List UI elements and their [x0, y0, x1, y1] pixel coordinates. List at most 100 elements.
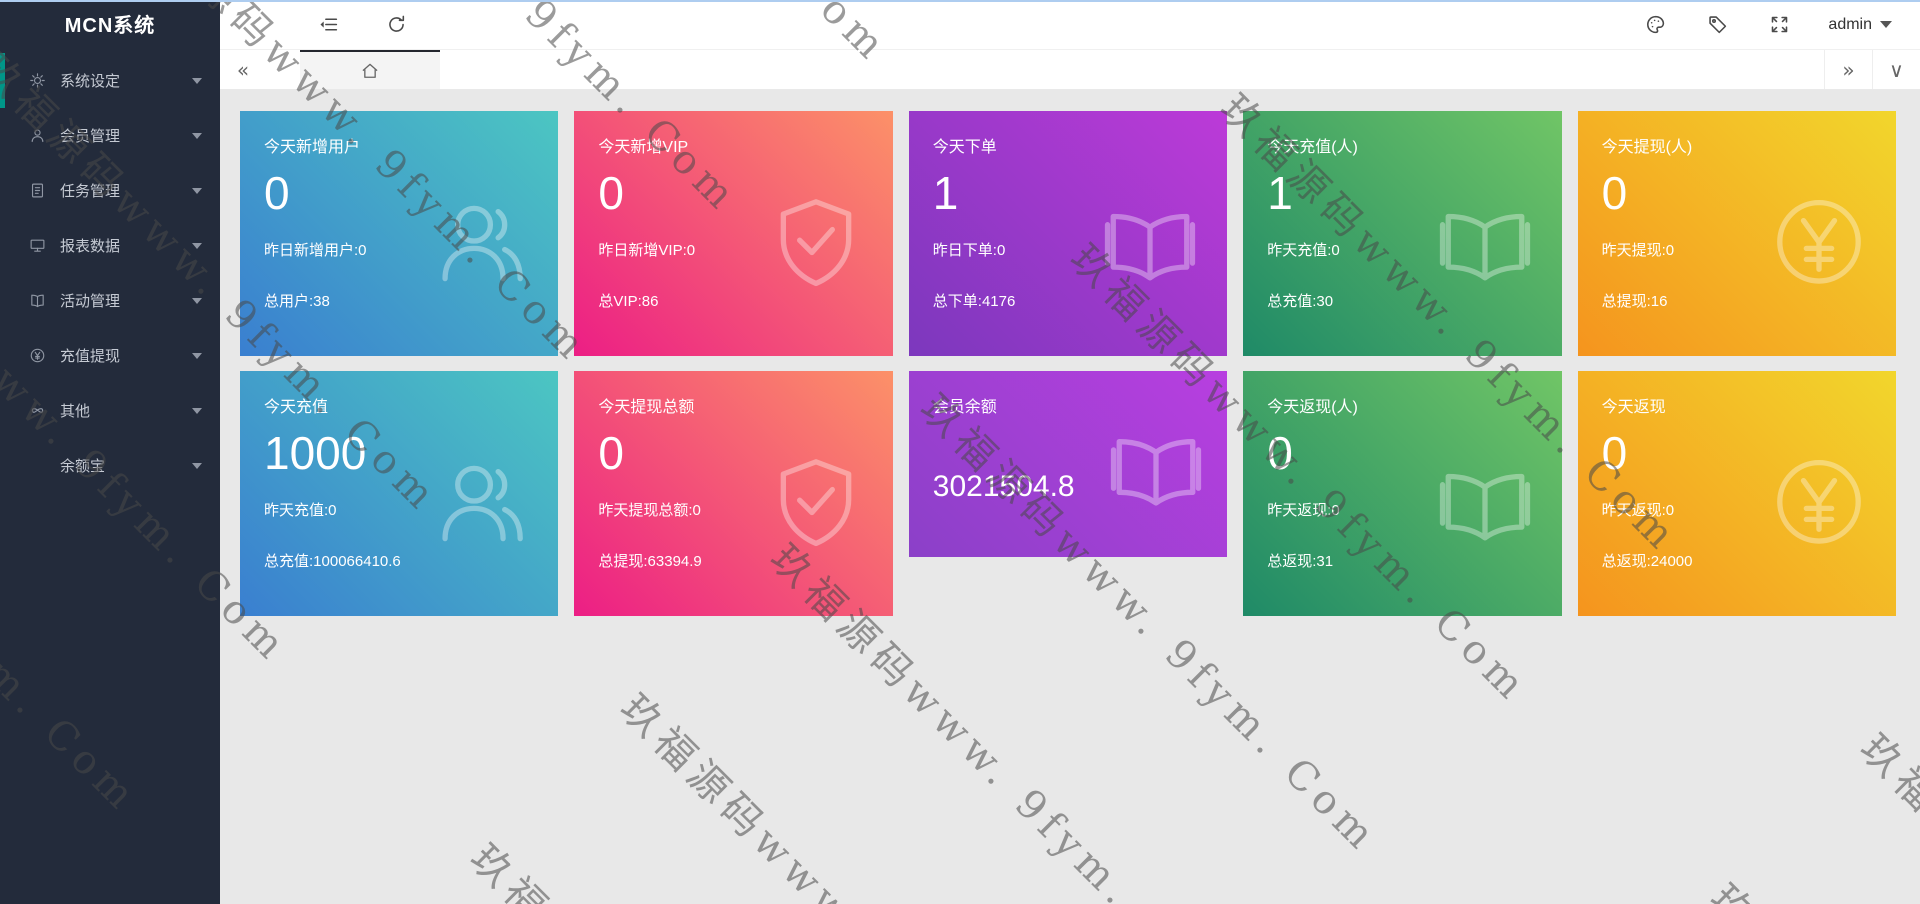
tab-bar: « » ∨: [220, 50, 1920, 90]
app-title: MCN系统: [64, 15, 156, 37]
shield-check-icon: [767, 452, 865, 550]
card-total-stat: 总提现:63394.9: [598, 553, 702, 570]
card-yesterday-stat: 昨日新增VIP:0: [598, 242, 696, 259]
palette-icon[interactable]: [1642, 12, 1668, 38]
sidebar-item-label: 会员管理: [60, 128, 121, 145]
tab-home[interactable]: [300, 50, 440, 89]
open-book-icon: [1101, 192, 1199, 290]
card-total-stat: 总下单:4176: [932, 293, 1016, 310]
chevron-down-icon: [192, 407, 202, 414]
sidebar-item-label: 任务管理: [60, 183, 121, 200]
user-icon: [28, 127, 46, 145]
card-yesterday-stat: 昨天返现:0: [1601, 502, 1675, 519]
chevron-down-icon: [1880, 21, 1892, 28]
card-value: 1: [932, 167, 959, 219]
stat-card-3: 今天下单 1 昨日下单:0 总下单:4176: [908, 111, 1228, 356]
chevron-down-icon: [192, 132, 202, 139]
sidebar-item-2[interactable]: 会员管理: [0, 108, 220, 163]
card-label: 今天充值: [264, 399, 329, 416]
sidebar-item-label: 报表数据: [60, 238, 121, 255]
card-total-stat: 总充值:30: [1267, 293, 1334, 310]
user-menu[interactable]: admin: [1828, 16, 1892, 34]
top-toolbar: admin: [220, 0, 1920, 50]
card-label: 今天充值(人): [1267, 139, 1358, 156]
infinity-icon: [28, 402, 46, 420]
sidebar-item-6[interactable]: 充值提现: [0, 328, 220, 383]
document-icon: [28, 182, 46, 200]
tag-icon[interactable]: [1704, 12, 1730, 38]
card-yesterday-stat: 昨天充值:0: [264, 502, 337, 519]
sidebar-item-label: 活动管理: [60, 293, 121, 310]
card-total-stat: 总提现:16: [1601, 293, 1668, 310]
card-label: 会员余额: [932, 399, 997, 416]
menu-fold-icon[interactable]: [315, 12, 341, 38]
refresh-icon[interactable]: [383, 12, 409, 38]
toolbar-right: admin: [1642, 12, 1892, 38]
card-yesterday-stat: 昨天返现:0: [1267, 502, 1340, 519]
sidebar-item-label: 系统设定: [60, 73, 121, 90]
open-book-icon: [1436, 452, 1534, 550]
main-area: admin « » ∨ 今天新增用户 0 昨日新增用户:0 总用户:38 今天新增VIP…: [220, 0, 1920, 904]
sidebar-item-7[interactable]: 其他: [0, 383, 220, 438]
fullscreen-icon[interactable]: [1766, 12, 1792, 38]
chevron-down-icon: [192, 462, 202, 469]
card-label: 今天新增VIP: [598, 139, 689, 156]
card-value: 0: [1601, 167, 1628, 219]
chevron-down-icon: [192, 352, 202, 359]
card-yesterday-stat: 昨日下单:0: [932, 242, 1006, 259]
username: admin: [1828, 15, 1872, 33]
card-label: 今天提现(人): [1601, 139, 1693, 156]
card-total-stat: 总充值:100066410.6: [264, 553, 401, 570]
sidebar-item-label: 余额宝: [60, 458, 106, 475]
stat-card-4: 今天充值(人) 1 昨天充值:0 总充值:30: [1243, 111, 1562, 356]
tabbar-spacer: [440, 50, 1824, 89]
card-value: 1: [1267, 167, 1293, 219]
card-yesterday-stat: 昨天提现:0: [1601, 242, 1675, 259]
card-label: 今天下单: [932, 139, 997, 156]
card-label: 今天返现(人): [1267, 399, 1358, 416]
card-value: 3021504.8: [932, 470, 1075, 503]
tabs-scroll-right-button[interactable]: »: [1824, 50, 1872, 89]
stat-card-9: 今天返现(人) 0 昨天返现:0 总返现:31: [1243, 371, 1562, 616]
chevron-down-icon: [192, 77, 202, 84]
card-value: 0: [264, 167, 290, 219]
sidebar: MCN系统 系统设定会员管理任务管理报表数据活动管理充值提现其他余额宝: [0, 0, 220, 904]
stat-card-7: 今天提现总额 0 昨天提现总额:0 总提现:63394.9: [574, 371, 893, 616]
sidebar-item-8[interactable]: 余额宝: [0, 438, 220, 493]
card-value: 0: [1267, 427, 1293, 479]
card-yesterday-stat: 昨日新增用户:0: [264, 242, 367, 259]
stat-cards-grid: 今天新增用户 0 昨日新增用户:0 总用户:38 今天新增VIP 0 昨日新增VIP:0 总V…: [240, 111, 1896, 616]
toolbar-left: [220, 12, 409, 38]
card-yesterday-stat: 昨天充值:0: [1267, 242, 1340, 259]
chevron-down-icon: [192, 187, 202, 194]
card-label: 今天提现总额: [598, 399, 695, 416]
sidebar-item-4[interactable]: 报表数据: [0, 218, 220, 273]
card-value: 0: [598, 167, 624, 219]
sidebar-item-5[interactable]: 活动管理: [0, 273, 220, 328]
stat-card-5: 今天提现(人) 0 昨天提现:0 总提现:16: [1577, 111, 1896, 356]
yen-circle-icon: [1770, 192, 1868, 290]
dashboard-content: 今天新增用户 0 昨日新增用户:0 总用户:38 今天新增VIP 0 昨日新增VIP:0 总V…: [220, 90, 1920, 904]
tabs-scroll-left-button[interactable]: «: [236, 57, 250, 82]
sidebar-item-label: 充值提现: [60, 348, 121, 365]
shield-check-icon: [767, 192, 865, 290]
card-total-stat: 总返现:24000: [1601, 553, 1693, 570]
stat-card-1: 今天新增用户 0 昨日新增用户:0 总用户:38: [240, 111, 559, 356]
open-book-icon: [1436, 192, 1534, 290]
window-top-edge: [0, 0, 1920, 2]
tabs-more-button[interactable]: ∨: [1872, 50, 1920, 89]
users-icon: [432, 452, 530, 550]
card-total-stat: 总返现:31: [1267, 553, 1334, 570]
card-value: 0: [1601, 427, 1628, 479]
card-total-stat: 总用户:38: [264, 293, 330, 310]
none: [28, 457, 46, 475]
yen-circle-icon: [28, 347, 46, 365]
monitor-icon: [28, 237, 46, 255]
sidebar-item-1[interactable]: 系统设定: [0, 53, 220, 108]
card-value: 1000: [264, 427, 367, 479]
sidebar-menu: 系统设定会员管理任务管理报表数据活动管理充值提现其他余额宝: [0, 53, 220, 493]
stat-card-2: 今天新增VIP 0 昨日新增VIP:0 总VIP:86: [574, 111, 893, 356]
open-book-icon: [1107, 418, 1202, 510]
sidebar-item-3[interactable]: 任务管理: [0, 163, 220, 218]
